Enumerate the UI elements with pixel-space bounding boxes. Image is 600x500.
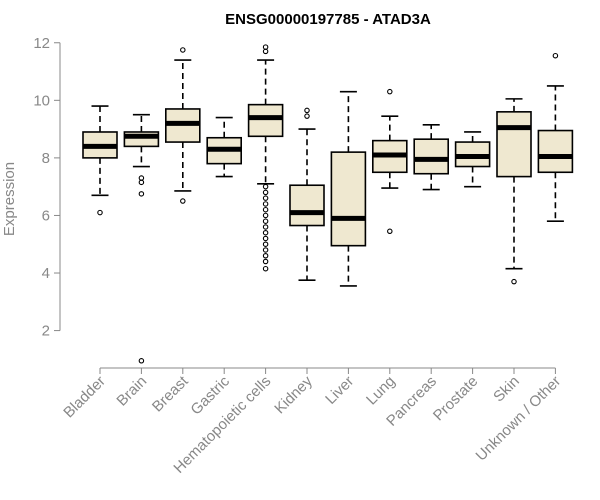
y-tick-label: 4 xyxy=(42,265,50,282)
box-iqr xyxy=(413,138,450,175)
box-liver xyxy=(330,90,367,287)
outlier-point xyxy=(304,113,310,119)
outlier-point xyxy=(262,201,269,207)
box-brain xyxy=(123,113,160,364)
box-gastric xyxy=(206,116,242,178)
outlier-point xyxy=(262,265,269,272)
outlier-point xyxy=(262,252,269,259)
box-prostate xyxy=(454,131,491,188)
outlier-point xyxy=(262,258,269,265)
outlier-point xyxy=(262,224,269,230)
outlier-point xyxy=(180,47,186,53)
outlier-point xyxy=(138,191,145,197)
box-skin xyxy=(496,98,532,285)
outlier-point xyxy=(138,179,145,186)
outlier-point xyxy=(262,235,269,242)
outlier-point xyxy=(304,107,310,114)
box-iqr xyxy=(247,103,284,138)
outlier-point xyxy=(387,228,393,235)
y-tick-label: 10 xyxy=(33,92,50,109)
x-tick-label: Brain xyxy=(113,373,150,410)
box-hematopoietic-cells xyxy=(247,44,284,272)
y-tick-label: 8 xyxy=(42,150,50,167)
box-unknown-other xyxy=(537,52,574,223)
outlier-point xyxy=(262,206,269,213)
x-tick-label: Kidney xyxy=(271,372,316,417)
y-tick-label: 6 xyxy=(42,207,50,224)
outlier-point xyxy=(387,88,393,95)
x-tick-label: Skin xyxy=(490,373,523,406)
box-iqr xyxy=(537,129,574,174)
outlier-point xyxy=(262,189,269,196)
y-axis: 2 4 6 8 10 12 xyxy=(33,35,61,340)
box-bladder xyxy=(82,105,118,216)
y-tick-label: 12 xyxy=(33,35,50,52)
outlier-point xyxy=(262,44,269,50)
outlier-point xyxy=(262,48,269,55)
outlier-point xyxy=(97,209,103,216)
box-iqr xyxy=(496,111,532,178)
y-axis-label: Expression xyxy=(1,162,18,236)
outlier-point xyxy=(262,229,269,236)
outlier-point xyxy=(262,183,269,190)
box-pancreas xyxy=(413,123,450,191)
box-iqr xyxy=(289,184,325,227)
outlier-point xyxy=(138,175,145,181)
outlier-point xyxy=(262,247,269,253)
x-tick-label: Lung xyxy=(363,373,399,409)
x-tick-label: Breast xyxy=(149,372,192,415)
outlier-point xyxy=(180,198,186,204)
box-lung xyxy=(371,88,408,235)
box-iqr xyxy=(330,151,367,247)
x-tick-label: Bladder xyxy=(60,373,109,422)
x-tick-label: Prostate xyxy=(430,373,482,425)
box-breast xyxy=(165,47,201,204)
outlier-point xyxy=(511,278,517,285)
outlier-point xyxy=(552,52,559,59)
chart-title: ENSG00000197785 - ATAD3A xyxy=(225,11,431,28)
outlier-point xyxy=(262,212,269,219)
box-kidney xyxy=(289,107,325,282)
outlier-point xyxy=(262,195,269,201)
x-tick-label: Liver xyxy=(322,373,357,408)
y-tick-label: 2 xyxy=(42,323,50,340)
outlier-point xyxy=(262,241,269,247)
outlier-point xyxy=(138,358,145,364)
boxes-group xyxy=(82,44,574,364)
outlier-point xyxy=(262,218,269,224)
